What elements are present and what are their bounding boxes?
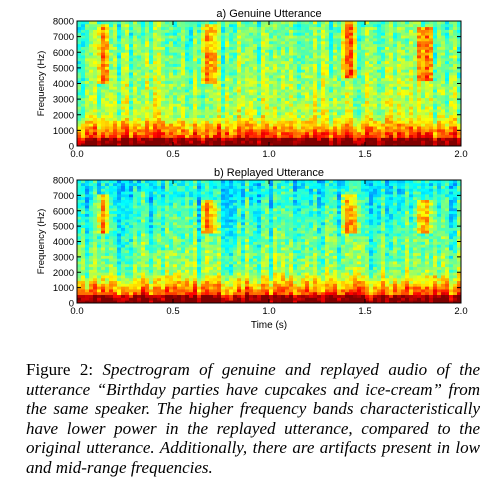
x-axis-label: Time (s) — [251, 320, 287, 331]
figure-caption: Figure 2: Spectrogram of genuine and rep… — [26, 360, 480, 477]
x-tick-label: 1.5 — [358, 306, 371, 317]
y-tick-label: 8000 — [53, 176, 74, 187]
y-axis-label: Frequency (Hz) — [36, 51, 47, 116]
x-tick-label: 1.0 — [262, 149, 275, 160]
y-axis-label: Frequency (Hz) — [36, 209, 47, 274]
caption-label: Figure 2: — [26, 360, 103, 379]
y-tick-label: 8000 — [53, 17, 74, 28]
y-tick-label: 6000 — [53, 48, 74, 59]
y-tick-label: 3000 — [53, 95, 74, 106]
y-tick-label: 4000 — [53, 237, 74, 248]
y-tick-label: 7000 — [53, 191, 74, 202]
spectrogram-figure: a) Genuine Utterance 0.0 0.5 1.0 1.5 2.0 0 1000… — [36, 8, 468, 331]
x-tick-label: 1.5 — [358, 149, 371, 160]
y-tick-label: 2000 — [53, 110, 74, 121]
y-tick-label: 2000 — [53, 268, 74, 279]
spectrogram-image — [77, 180, 462, 304]
y-tick-label: 7000 — [53, 32, 74, 43]
caption-text: Spectrogram of genuine and replayed audi… — [26, 360, 481, 477]
chart-title: a) Genuine Utterance — [216, 8, 321, 20]
spectrogram-image — [77, 21, 462, 147]
y-tick-label: 1000 — [53, 283, 74, 294]
y-tick-label: 0 — [69, 299, 74, 310]
x-tick-label: 1.0 — [262, 306, 275, 317]
x-tick-label: 0.5 — [166, 149, 179, 160]
x-tick-label: 2.0 — [454, 149, 467, 160]
spectrogram-panel-replayed: b) Replayed Utterance 0.0 0.5 1.0 1.5 2.0 0 100… — [36, 167, 468, 331]
y-tick-label: 4000 — [53, 79, 74, 90]
y-tick-label: 1000 — [53, 126, 74, 137]
y-tick-label: 3000 — [53, 252, 74, 263]
x-tick-label: 0.0 — [70, 306, 83, 317]
y-tick-label: 0 — [69, 142, 74, 153]
chart-title: b) Replayed Utterance — [214, 167, 324, 179]
y-tick-label: 5000 — [53, 63, 74, 74]
spectrogram-panel-genuine: a) Genuine Utterance 0.0 0.5 1.0 1.5 2.0 0 1000… — [36, 8, 468, 160]
x-tick-label: 0.0 — [70, 149, 83, 160]
x-tick-label: 2.0 — [454, 306, 467, 317]
x-tick-label: 0.5 — [166, 306, 179, 317]
y-tick-label: 6000 — [53, 206, 74, 217]
y-tick-label: 5000 — [53, 222, 74, 233]
